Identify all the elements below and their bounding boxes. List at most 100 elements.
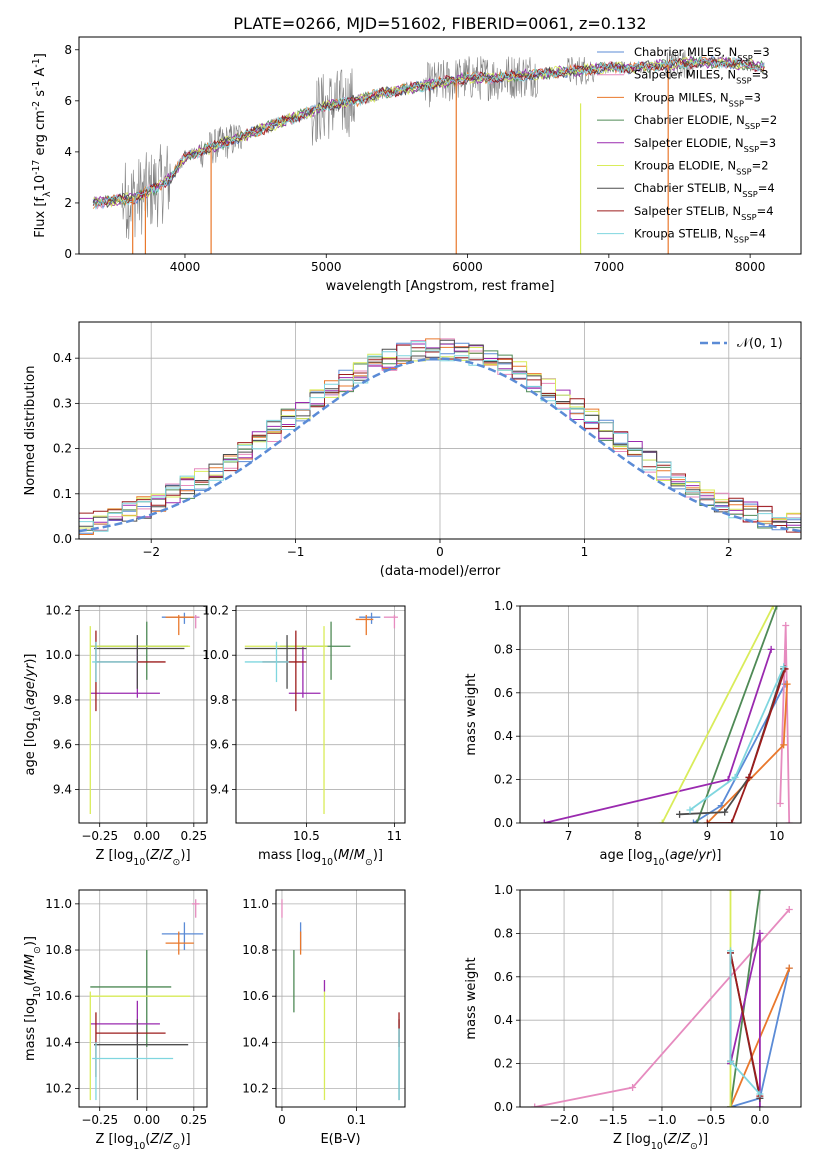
x-tick-label: 0.1 — [347, 1113, 366, 1127]
series-marker — [727, 1057, 735, 1065]
point-chab_stelib — [94, 1019, 189, 1101]
point-krou_elodie — [89, 991, 191, 1101]
x-tick-label: 11 — [387, 829, 402, 843]
panel-age_vs_Z: −0.25 0.00 0.25 9.4 9.6 9.8 10.0 10.2 Z [log10(Z… — [23, 603, 208, 868]
plot-area — [79, 890, 207, 1107]
panel-mass_vs_ebv: 0 0.1 10.2 10.4 10.6 10.8 11.0 E(B-V) — [242, 889, 406, 1147]
legend: Chabrier MILES, NSSP=3 Salpeter MILES, NS… — [597, 45, 777, 245]
x-tick-label: −2 — [142, 545, 160, 559]
y-tick-label: 0.0 — [53, 532, 72, 546]
x-axis-label: age [log10(age/yr)] — [599, 848, 721, 868]
x-tick-label: 0.25 — [180, 1113, 207, 1127]
model-krou_stelib — [93, 55, 765, 210]
histogram-krou_stelib — [79, 341, 801, 536]
plot-area — [79, 606, 207, 823]
point-chab_miles — [161, 922, 204, 951]
series-marker — [785, 964, 793, 972]
y-axis-label: Normed distribution — [23, 366, 38, 496]
series-line — [706, 684, 788, 823]
y-tick-label: 0.1 — [53, 487, 72, 501]
line-krou_elodie — [658, 606, 777, 823]
y-tick-label: 9.4 — [53, 782, 72, 796]
x-tick-label: −0.25 — [81, 1113, 118, 1127]
axes-frame — [78, 321, 802, 540]
series-marker — [769, 606, 777, 610]
series-marker — [767, 645, 775, 653]
panel-mass_weight_vs_age: 7 8 9 10 0.0 0.2 0.4 0.6 0.8 1.0 age [log10(age/yr… — [464, 599, 802, 868]
x-axis-label: mass [log10(M/M⊙)] — [258, 848, 383, 868]
point-salp_elodie — [288, 646, 321, 698]
axes-frame — [519, 889, 802, 1108]
x-tick-label: −1.0 — [647, 1113, 676, 1127]
point-krou_stelib — [92, 1042, 174, 1101]
legend-label-chab_miles: Chabrier MILES, NSSP=3 — [634, 45, 770, 63]
series-marker — [686, 806, 694, 814]
plot-area — [520, 606, 801, 823]
axes-frame — [275, 889, 406, 1108]
x-tick-label: −1.5 — [598, 1113, 627, 1127]
y-axis-label: mass weight — [464, 673, 479, 755]
y-tick-label: 1.0 — [494, 599, 513, 613]
point-krou_miles — [355, 614, 374, 636]
x-axis-label: Z [log10(Z/Z⊙)] — [95, 848, 190, 868]
y-tick-label: 10.0 — [202, 648, 229, 662]
series-marker — [785, 906, 793, 914]
panel-mass_weight_vs_Z: −2.0 −1.5 −1.0 −0.5 0.0 0.0 0.2 0.4 0.6 0.8 1.0 Z [… — [464, 883, 802, 1152]
x-tick-label: 0.0 — [750, 1113, 769, 1127]
y-tick-label: 10.8 — [242, 943, 269, 957]
legend-label-normal: 𝒩(0, 1) — [737, 335, 783, 350]
y-tick-label: 10.6 — [45, 989, 72, 1003]
y-tick-label: 10.6 — [242, 989, 269, 1003]
series-marker — [703, 819, 711, 823]
series-marker — [780, 663, 788, 671]
series-marker — [776, 799, 784, 807]
y-tick-label: 0.8 — [494, 642, 513, 656]
point-salp_miles — [383, 614, 398, 629]
y-tick-label: 2 — [64, 196, 72, 210]
line-chab_elodie — [693, 606, 781, 823]
point-chab_miles — [359, 612, 381, 624]
y-tick-label: 0.0 — [494, 1100, 513, 1114]
series-marker — [756, 929, 764, 937]
x-tick-label: −0.25 — [81, 829, 118, 843]
line-krou_stelib — [686, 663, 788, 814]
series-marker — [756, 1103, 764, 1107]
legend-label-chab_stelib: Chabrier STELIB, NSSP=4 — [634, 181, 775, 199]
x-tick-label: 5000 — [311, 260, 342, 274]
legend-label-krou_miles: Kroupa MILES, NSSP=3 — [634, 90, 761, 108]
y-tick-label: 0.4 — [53, 351, 72, 365]
x-tick-label: −0.5 — [696, 1113, 725, 1127]
y-tick-label: 0.2 — [53, 442, 72, 456]
y-tick-label: 10.4 — [242, 1035, 269, 1049]
model-chab_miles — [92, 56, 765, 210]
series-marker — [780, 741, 788, 749]
series-line — [679, 668, 785, 816]
legend-label-krou_elodie: Kroupa ELODIE, NSSP=2 — [634, 159, 769, 177]
series-marker — [727, 947, 735, 955]
y-tick-label: 10.8 — [45, 943, 72, 957]
plot-area — [79, 322, 801, 539]
point-salp_elodie — [90, 646, 160, 698]
panel-age_vs_mass: 10.5 11 9.4 9.6 9.8 10.0 10.2 mass [log10(M/M⊙)… — [202, 603, 406, 868]
y-tick-label: 0.2 — [494, 773, 513, 787]
y-tick-label: 0.0 — [494, 816, 513, 830]
x-tick-label: 1 — [581, 545, 589, 559]
point-salp_elodie — [90, 1000, 160, 1043]
y-tick-label: 1.0 — [494, 883, 513, 897]
x-tick-label: 6000 — [452, 260, 483, 274]
x-tick-label: 0 — [278, 1113, 286, 1127]
plot-area — [276, 890, 405, 1107]
y-axis-label: mass weight — [464, 957, 479, 1039]
y-tick-label: 0.4 — [494, 729, 513, 743]
series-marker — [727, 1103, 735, 1107]
x-tick-label: 8 — [634, 829, 642, 843]
y-tick-label: 11.0 — [242, 897, 269, 911]
y-tick-label: 9.4 — [210, 782, 229, 796]
point-krou_elodie — [244, 626, 328, 815]
y-tick-label: 10.2 — [45, 1082, 72, 1096]
series-marker — [629, 1083, 637, 1091]
y-tick-label: 9.8 — [210, 693, 229, 707]
y-tick-label: 10.2 — [45, 603, 72, 617]
series-line — [689, 666, 785, 811]
